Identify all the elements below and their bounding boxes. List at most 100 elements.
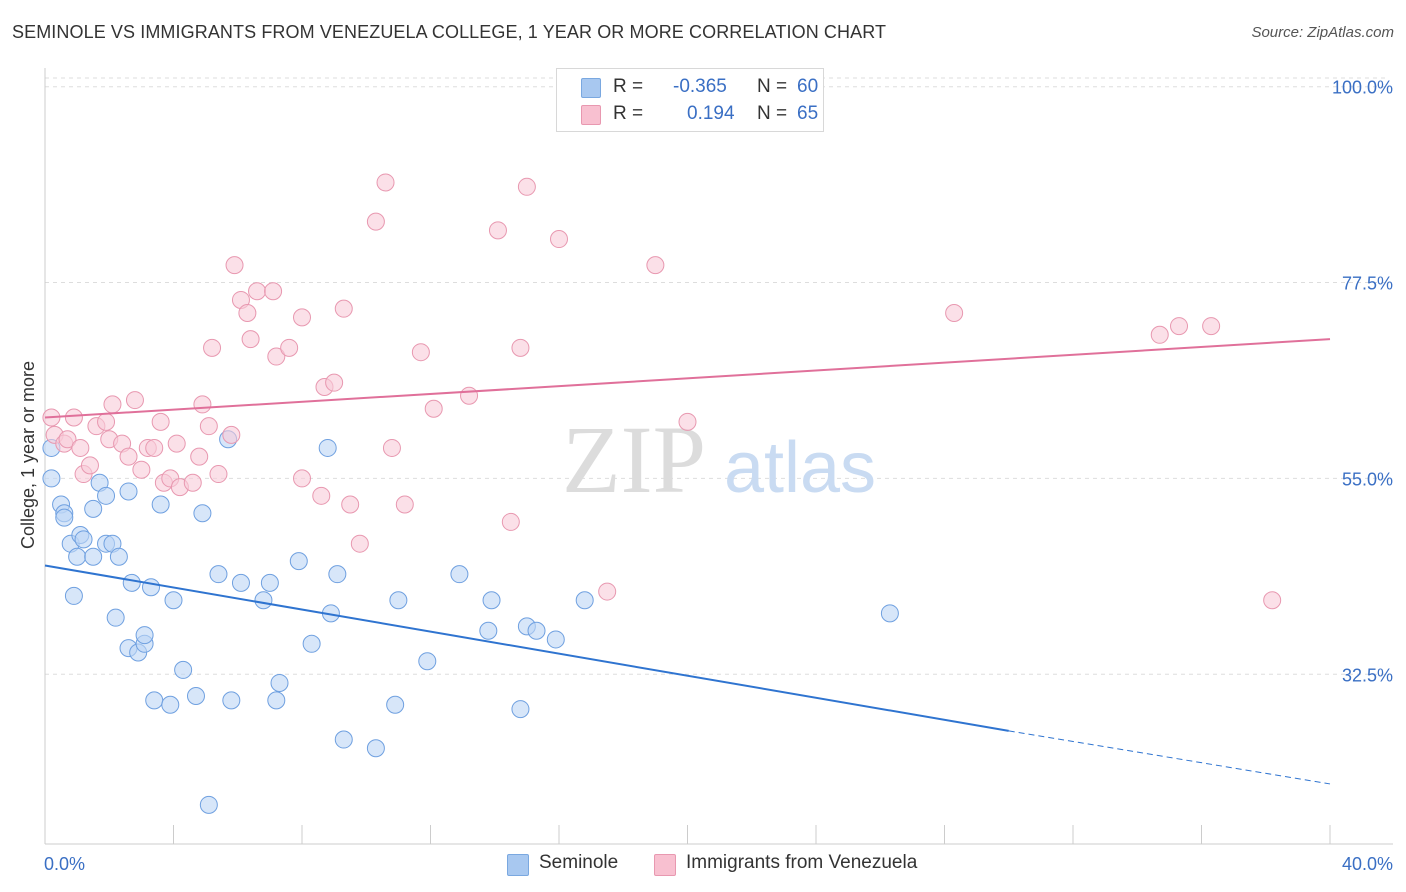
legend-label-seminole: Seminole — [539, 852, 619, 873]
seminole-point — [482, 591, 501, 610]
legend-swatch-venezuela — [654, 854, 676, 876]
venezuela-point — [267, 347, 286, 366]
seminole-point — [267, 691, 286, 710]
venezuela-point — [293, 308, 311, 327]
legend-swatch-seminole — [581, 78, 601, 98]
watermark: ZIP atlas — [562, 406, 876, 513]
seminole-point — [145, 691, 164, 710]
seminole-point — [328, 565, 347, 584]
seminole-point — [546, 630, 565, 649]
venezuela-point — [366, 212, 385, 231]
venezuela-point — [209, 465, 228, 484]
venezuela-point — [678, 412, 697, 431]
seminole-point — [97, 486, 116, 505]
venezuela-point — [424, 399, 443, 418]
legend-n-label: N = — [757, 76, 788, 97]
venezuela-point — [376, 173, 395, 192]
series-seminole — [42, 430, 899, 814]
seminole-point — [260, 573, 279, 592]
venezuela-point — [238, 304, 257, 323]
seminole-point — [64, 586, 83, 605]
venezuela-point — [550, 230, 568, 249]
venezuela-point — [248, 282, 267, 301]
venezuela-point — [167, 434, 186, 453]
venezuela-point — [119, 447, 138, 466]
venezuela-point — [945, 304, 964, 323]
legend-n-label: N = — [757, 103, 788, 124]
seminole-point — [109, 547, 128, 566]
venezuela-point — [1170, 317, 1189, 336]
venezuela-point — [71, 438, 90, 457]
venezuela-point — [193, 395, 212, 414]
seminole-point — [209, 565, 228, 584]
legend-r-value: 0.194 — [687, 103, 735, 124]
seminole-point — [386, 695, 405, 714]
seminole-point — [302, 634, 321, 653]
y-tick-label: 32.5% — [1342, 665, 1393, 685]
venezuela-point — [511, 338, 530, 357]
venezuela-point — [312, 486, 331, 505]
venezuela-point — [97, 412, 116, 431]
seminole-point — [106, 608, 125, 627]
x-tick-label-min: 0.0% — [44, 854, 85, 874]
venezuela-point — [190, 447, 209, 466]
seminole-point — [450, 565, 469, 584]
seminole-point — [270, 673, 289, 692]
seminole-point — [151, 495, 170, 514]
seminole-point — [161, 695, 180, 714]
venezuela-point — [203, 338, 222, 357]
series-venezuela — [42, 173, 1282, 610]
legend-r-label: R = — [613, 76, 644, 97]
series-legend: Seminole Immigrants from Venezuela — [0, 852, 1406, 878]
venezuela-point — [598, 582, 617, 601]
tick-labels: 32.5% 55.0% 77.5% 100.0% 0.0% 40.0% — [44, 78, 1393, 874]
seminole-point — [527, 621, 546, 640]
venezuela-point — [199, 417, 218, 436]
seminole-point — [122, 573, 141, 592]
venezuela-point — [64, 408, 83, 427]
trend-seminole-extension — [1008, 730, 1331, 785]
legend-n-value: 65 — [797, 103, 819, 124]
venezuela-point — [132, 460, 151, 479]
x-tick-label-max: 40.0% — [1342, 854, 1393, 874]
seminole-point — [119, 482, 138, 501]
venezuela-point — [280, 338, 299, 357]
venezuela-point — [411, 343, 430, 362]
venezuela-point — [125, 391, 144, 410]
seminole-point — [479, 621, 498, 640]
venezuela-point — [325, 373, 344, 392]
seminole-point — [193, 504, 212, 523]
seminole-point — [366, 739, 385, 758]
venezuela-point — [103, 395, 122, 414]
seminole-point — [68, 547, 87, 566]
venezuela-point — [222, 425, 241, 444]
seminole-point — [418, 652, 437, 671]
venezuela-point — [80, 456, 99, 475]
seminole-point — [880, 604, 899, 623]
legend-r-label: R = — [613, 103, 644, 124]
seminole-point — [84, 547, 103, 566]
venezuela-point — [264, 282, 283, 301]
trend-venezuela — [44, 338, 1331, 419]
venezuela-point — [382, 438, 401, 457]
venezuela-point — [501, 512, 520, 531]
venezuela-point — [646, 256, 665, 275]
legend-n-value: 60 — [797, 76, 819, 97]
watermark-atlas: atlas — [724, 428, 876, 508]
venezuela-point — [58, 430, 77, 449]
seminole-point — [174, 660, 193, 679]
venezuela-point — [460, 386, 479, 405]
seminole-point — [164, 591, 183, 610]
seminole-point — [231, 573, 250, 592]
seminole-point — [84, 499, 103, 518]
seminole-point — [389, 591, 408, 610]
venezuela-point — [225, 256, 244, 275]
legend-swatch-venezuela — [581, 105, 601, 125]
seminole-point — [222, 691, 241, 710]
seminole-point — [254, 591, 273, 610]
legend-swatch-seminole — [507, 854, 529, 876]
seminole-point — [42, 469, 61, 488]
seminole-point — [318, 438, 337, 457]
seminole-point — [186, 687, 205, 706]
